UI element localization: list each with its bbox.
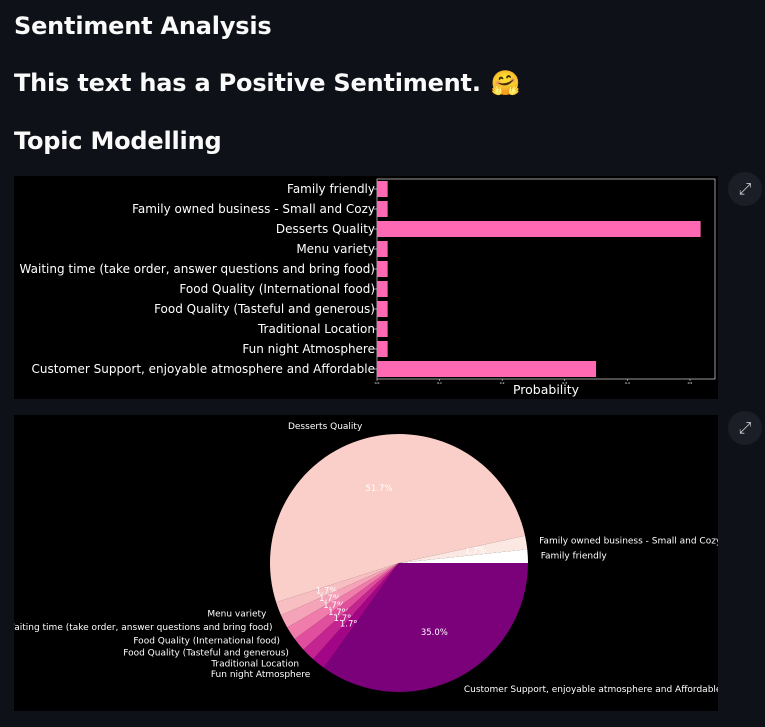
y-tick-label: Family owned business - Small and Cozy — [132, 202, 375, 216]
slice-percent: 1.7% — [319, 594, 341, 604]
y-tick-label: Fun night Atmosphere — [242, 342, 375, 356]
bar — [377, 261, 388, 277]
pie-chart-svg: Family friendly Family owned business - S… — [14, 422, 718, 695]
slice-label: Food Quality (International food) — [133, 636, 280, 646]
bar — [377, 181, 388, 197]
bar — [377, 361, 597, 377]
slice-percent: 1.7% — [334, 614, 356, 624]
bar — [377, 341, 388, 357]
sentiment-analysis-heading: Sentiment Analysis — [14, 12, 272, 40]
expand-pie-chart-button[interactable]: ⤢ — [728, 411, 762, 445]
bar — [377, 201, 388, 217]
bar — [377, 281, 388, 297]
y-tick-label: Food Quality (Tasteful and generous) — [154, 302, 375, 316]
slice-label: Waiting time (take order, answer questio… — [14, 623, 272, 633]
slice-label: Fun night Atmosphere — [211, 670, 311, 680]
bar — [377, 301, 388, 317]
slice-percent: 1.7% — [465, 547, 487, 557]
slice-percent: 1.7% — [323, 601, 345, 611]
bar — [377, 321, 388, 337]
plot-frame — [376, 178, 716, 380]
x-tick-label: 0.0 — [375, 381, 380, 385]
slice-percent: 1.7% — [340, 619, 362, 629]
slice-percent: 1.7% — [316, 587, 338, 597]
y-tick-label: Waiting time (take order, answer questio… — [20, 262, 375, 276]
x-axis-label: Probability — [513, 382, 580, 397]
slice-percent: 51.7% — [365, 484, 392, 494]
topic-bar-chart: Family friendly Family owned business - S… — [14, 176, 718, 399]
y-tick-label: Desserts Quality — [276, 222, 375, 236]
pie-slice — [303, 563, 399, 660]
pie-slice — [323, 563, 528, 692]
bar — [377, 241, 388, 257]
slice-label: Menu variety — [207, 609, 267, 619]
pie-slice — [313, 563, 399, 668]
slice-label: Family owned business - Small and Cozy — [539, 536, 718, 546]
expand-icon: ⤢ — [738, 418, 752, 437]
pie-slice — [276, 563, 399, 616]
pie-slice — [281, 563, 399, 628]
pie-slice — [294, 563, 399, 650]
topic-modelling-heading: Topic Modelling — [14, 127, 222, 155]
x-tick-label: 0.3 — [562, 381, 567, 385]
bar-chart-svg: Family friendly Family owned business - S… — [20, 178, 716, 397]
hugging-face-emoji: 🤗 — [490, 69, 521, 97]
x-tick-label: 0.4 — [625, 381, 630, 385]
y-tick-label: Menu variety — [296, 242, 375, 256]
pie-slice — [287, 563, 399, 639]
y-tick-label: Traditional Location — [257, 322, 375, 336]
pie-slice — [270, 434, 526, 603]
pie-slice — [399, 549, 528, 563]
slice-percent: 35.0% — [421, 628, 448, 638]
slice-label: Customer Support, enjoyable atmosphere a… — [464, 685, 718, 695]
sentiment-result-heading: This text has a Positive Sentiment. 🤗 — [14, 69, 521, 97]
topic-pie-chart: Family friendly Family owned business - S… — [14, 415, 718, 711]
slice-percent: 1.7% — [328, 608, 350, 618]
pie-slice — [399, 535, 528, 563]
slice-label: Food Quality (Tasteful and generous) — [123, 649, 289, 659]
sentiment-result-text: This text has a Positive Sentiment. — [14, 69, 481, 97]
bar — [377, 221, 701, 237]
x-tick-label: 0.5 — [688, 381, 693, 385]
slice-label: Desserts Quality — [288, 422, 363, 432]
x-tick-label: 0.1 — [437, 381, 442, 385]
slice-label: Traditional Location — [210, 660, 299, 670]
slice-label: Family friendly — [541, 551, 608, 561]
expand-icon: ⤢ — [738, 179, 752, 198]
x-tick-label: 0.2 — [500, 381, 505, 385]
y-tick-label: Food Quality (International food) — [179, 282, 375, 296]
y-tick-label: Customer Support, enjoyable atmosphere a… — [32, 362, 376, 376]
y-tick-label: Family friendly — [287, 182, 375, 196]
expand-bar-chart-button[interactable]: ⤢ — [728, 172, 762, 206]
